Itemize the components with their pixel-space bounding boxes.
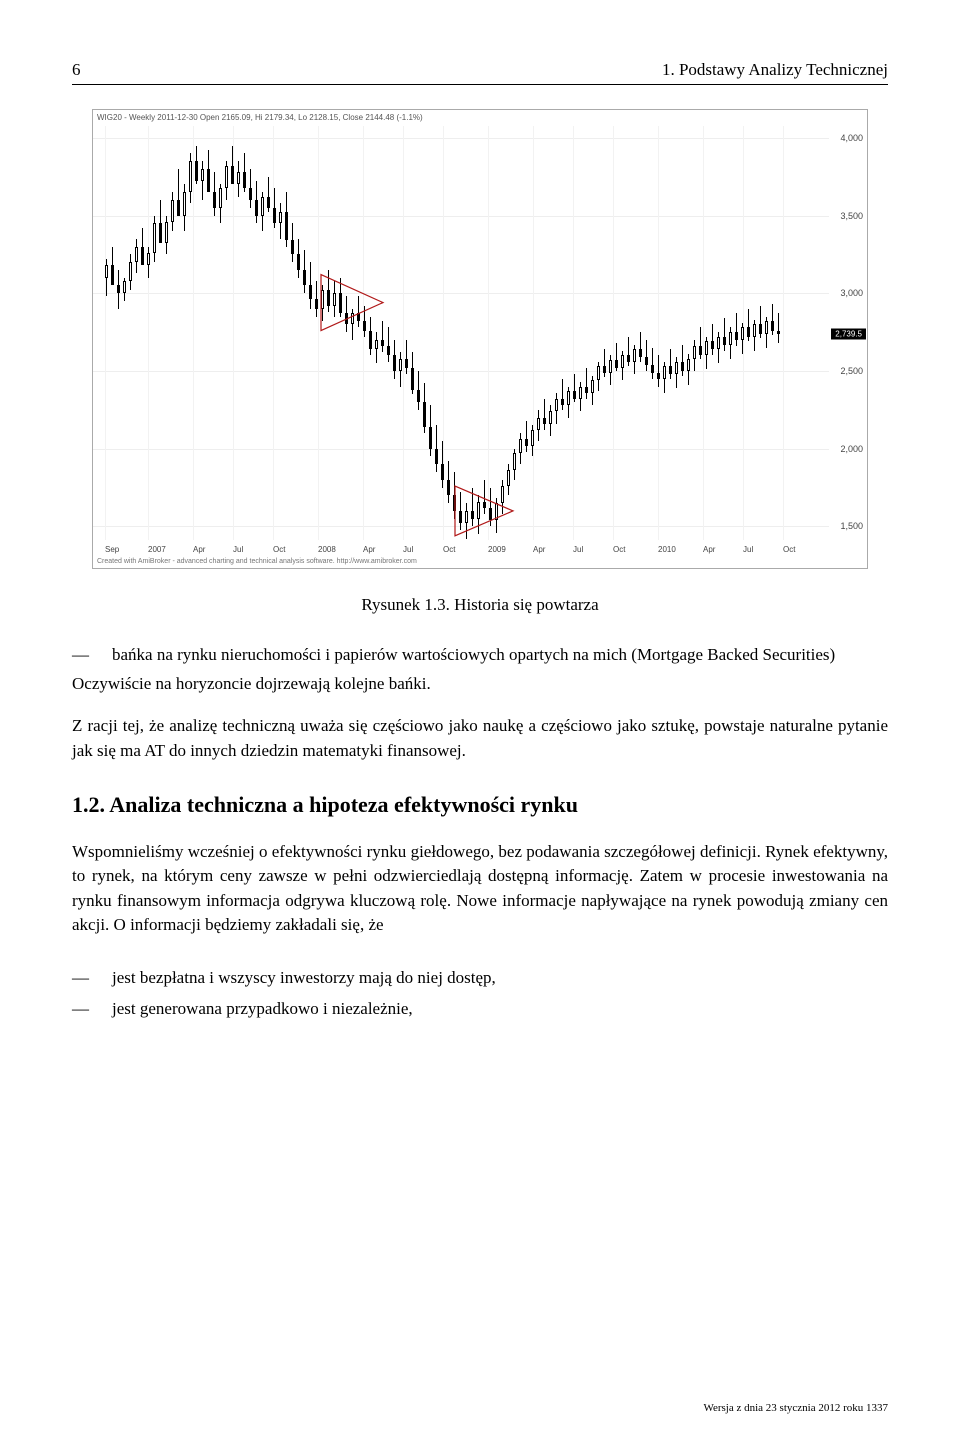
bullet-text: jest bezpłatna i wszyscy inwestorzy mają… bbox=[112, 968, 496, 987]
chart-container: WIG20 - Weekly 2011-12-30 Open 2165.09, … bbox=[72, 109, 888, 569]
section-number: 1.2. bbox=[72, 792, 105, 817]
section-title: Analiza techniczna a hipoteza efektywnoś… bbox=[109, 792, 578, 817]
page-number: 6 bbox=[72, 60, 81, 80]
bullet-item-1: — bańka na rynku nieruchomości i papieró… bbox=[72, 643, 888, 668]
bullet-text: jest generowana przypadkowo i niezależni… bbox=[112, 999, 413, 1018]
triangle-annotation bbox=[93, 110, 867, 568]
bullet-item-2: — jest bezpłatna i wszyscy inwestorzy ma… bbox=[72, 966, 888, 991]
page-footer: Wersja z dnia 23 stycznia 2012 roku 1337 bbox=[703, 1402, 888, 1414]
paragraph-1: Z racji tej, że analizę techniczną uważa… bbox=[72, 714, 888, 763]
bullet-item-3: — jest generowana przypadkowo i niezależ… bbox=[72, 997, 888, 1022]
post-bullet-text: Oczywiście na horyzoncie dojrzewają kole… bbox=[72, 672, 888, 697]
figure-caption: Rysunek 1.3. Historia się powtarza bbox=[72, 595, 888, 615]
candlestick-chart: WIG20 - Weekly 2011-12-30 Open 2165.09, … bbox=[92, 109, 868, 569]
paragraph-2: Wspomnieliśmy wcześniej o efektywności r… bbox=[72, 840, 888, 939]
bullet-text: bańka na rynku nieruchomości i papierów … bbox=[112, 645, 835, 664]
chapter-title: 1. Podstawy Analizy Technicznej bbox=[662, 60, 888, 80]
section-heading: 1.2. Analiza techniczna a hipoteza efekt… bbox=[72, 792, 888, 818]
